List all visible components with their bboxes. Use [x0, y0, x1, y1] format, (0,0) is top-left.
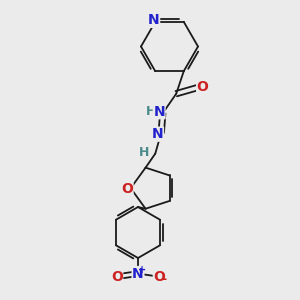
Text: +: + — [138, 265, 146, 275]
Text: H: H — [146, 105, 157, 118]
Text: -: - — [161, 273, 166, 286]
Text: N: N — [148, 13, 160, 27]
Text: N: N — [132, 267, 144, 280]
Text: O: O — [153, 270, 165, 283]
Text: O: O — [197, 80, 208, 94]
Text: O: O — [121, 182, 133, 196]
Text: N: N — [153, 105, 165, 119]
Text: H: H — [139, 146, 149, 159]
Text: N: N — [152, 127, 164, 141]
Text: O: O — [111, 270, 123, 283]
